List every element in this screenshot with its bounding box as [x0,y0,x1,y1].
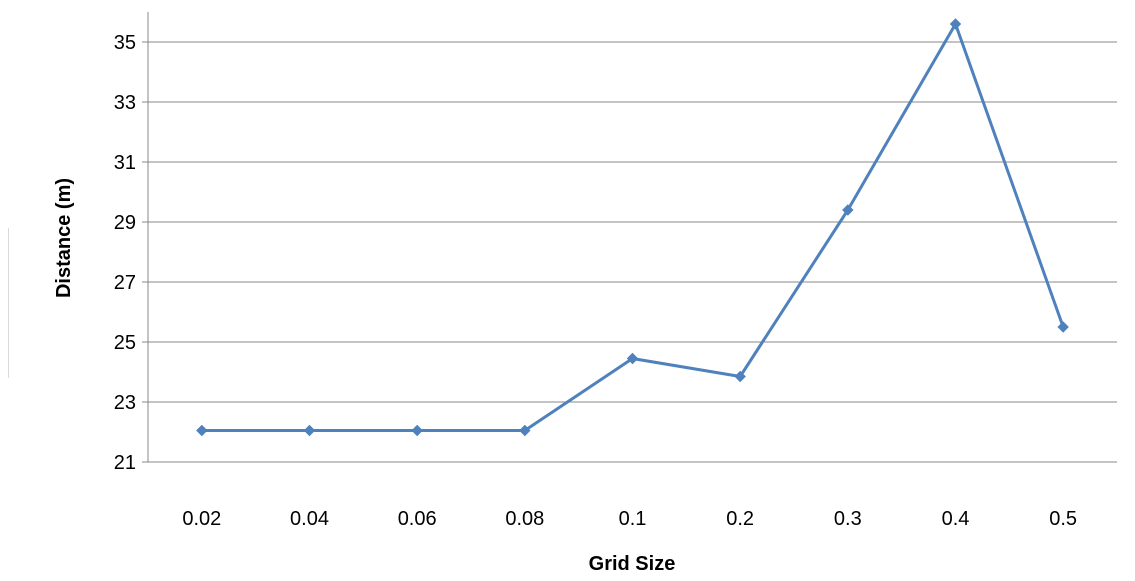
axes [142,12,1117,463]
x-tick-labels: 0.02 0.04 0.06 0.08 0.1 0.2 0.3 0.4 0.5 [182,508,1077,530]
x-tick-label: 0.02 [182,508,221,530]
data-series [196,18,1069,437]
series-line [201,22,1065,432]
x-axis-title: Grid Size [589,553,676,575]
x-tick-label: 0.3 [834,508,862,530]
decorative-divider [8,228,9,378]
y-tick-label: 25 [114,332,136,354]
y-tick-label: 21 [114,452,136,474]
y-tick-label: 27 [114,272,136,294]
x-tick-label: 0.1 [619,508,647,530]
data-point-marker [303,424,316,437]
y-tick-label: 29 [114,212,136,234]
data-point-marker [842,204,854,216]
gridlines [148,41,1117,403]
data-point-marker [519,424,531,437]
x-tick-label: 0.08 [505,508,544,530]
data-point-marker [626,352,639,365]
x-tick-label: 0.4 [942,508,970,530]
x-tick-label: 0.2 [726,508,754,530]
y-tick-labels: 21 23 25 27 29 31 33 35 [114,32,136,474]
x-tick-label: 0.06 [398,508,437,530]
data-point-marker [1057,321,1069,333]
data-point-marker [949,18,962,30]
data-point-marker [734,370,746,383]
data-point-marker [196,424,208,437]
y-axis-title: Distance (m) [53,178,75,298]
y-tick-label: 33 [114,92,136,114]
x-tick-label: 0.04 [290,508,329,530]
data-point-marker [411,424,423,437]
x-tick-label: 0.5 [1049,508,1077,530]
y-tick-label: 23 [114,392,136,414]
y-tick-label: 35 [114,32,136,54]
y-tick-label: 31 [114,152,136,174]
